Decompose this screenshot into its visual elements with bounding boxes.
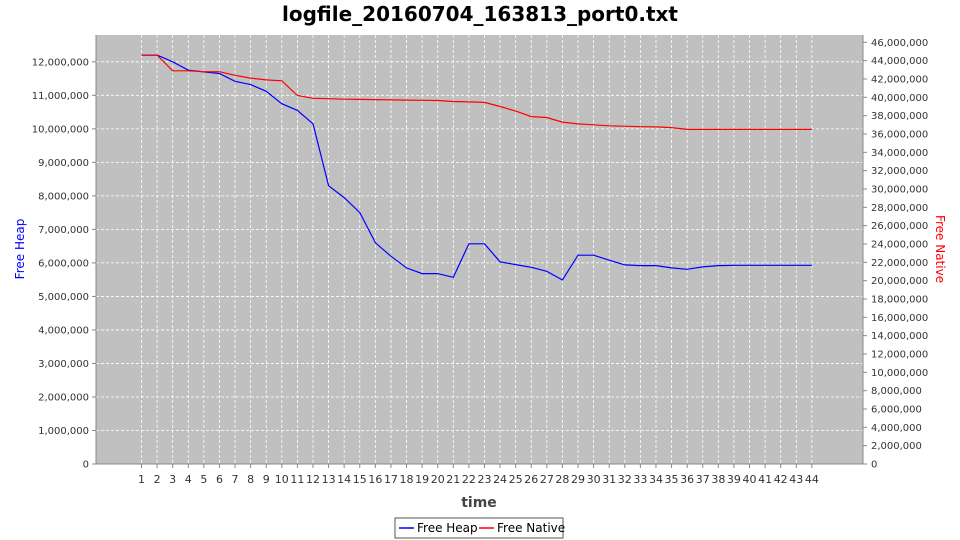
x-tick-label: 1 bbox=[138, 473, 145, 486]
x-axis-label: time bbox=[461, 495, 497, 511]
left-y-tick-label: 0 bbox=[83, 460, 89, 471]
x-tick-label: 41 bbox=[758, 473, 772, 486]
right-y-tick-label: 2,000,000 bbox=[871, 441, 922, 452]
right-y-tick-label: 40,000,000 bbox=[871, 93, 928, 104]
left-y-tick-label: 12,000,000 bbox=[32, 57, 89, 68]
legend: Free Heap Free Native bbox=[394, 517, 565, 539]
left-y-tick-label: 8,000,000 bbox=[38, 191, 89, 202]
x-tick-label: 5 bbox=[200, 473, 207, 486]
x-tick-label: 31 bbox=[602, 473, 616, 486]
x-tick-label: 22 bbox=[462, 473, 476, 486]
x-tick-label: 30 bbox=[587, 473, 601, 486]
right-y-ticks: 0 2,000,000 4,000,000 6,000,000 8,000,000 10,… bbox=[863, 38, 928, 471]
x-tick-label: 24 bbox=[493, 473, 507, 486]
x-tick-label: 36 bbox=[680, 473, 694, 486]
x-tick-label: 15 bbox=[353, 473, 367, 486]
right-y-axis-label: Free Native bbox=[933, 215, 947, 283]
series-line-free-heap bbox=[141, 54, 812, 281]
left-y-tick-label: 3,000,000 bbox=[38, 359, 89, 370]
right-y-tick-label: 18,000,000 bbox=[871, 295, 928, 306]
right-y-tick-label: 16,000,000 bbox=[871, 313, 928, 324]
right-y-tick-label: 8,000,000 bbox=[871, 386, 922, 397]
right-y-tick-label: 46,000,000 bbox=[871, 38, 928, 49]
x-tick-label: 25 bbox=[509, 473, 523, 486]
right-y-tick-label: 42,000,000 bbox=[871, 75, 928, 86]
x-tick-label: 16 bbox=[368, 473, 382, 486]
left-y-tick-label: 2,000,000 bbox=[38, 392, 89, 403]
x-tick-label: 19 bbox=[415, 473, 429, 486]
left-y-ticks: 0 1,000,000 2,000,000 3,000,000 4,000,000 5,0… bbox=[32, 57, 96, 471]
x-tick-label: 3 bbox=[169, 473, 176, 486]
right-y-tick-label: 22,000,000 bbox=[871, 258, 928, 269]
right-y-tick-label: 34,000,000 bbox=[871, 148, 928, 159]
right-y-tick-label: 38,000,000 bbox=[871, 111, 928, 122]
right-y-tick-label: 10,000,000 bbox=[871, 368, 928, 379]
x-tick-label: 10 bbox=[275, 473, 289, 486]
x-tick-label: 9 bbox=[263, 473, 270, 486]
x-tick-label: 38 bbox=[711, 473, 725, 486]
x-tick-label: 7 bbox=[232, 473, 239, 486]
x-tick-label: 37 bbox=[696, 473, 710, 486]
right-y-tick-label: 28,000,000 bbox=[871, 203, 928, 214]
left-y-tick-label: 6,000,000 bbox=[38, 258, 89, 269]
x-tick-label: 33 bbox=[633, 473, 647, 486]
x-tick-label: 43 bbox=[789, 473, 803, 486]
left-y-tick-label: 9,000,000 bbox=[38, 158, 89, 169]
right-y-tick-label: 14,000,000 bbox=[871, 331, 928, 342]
x-tick-label: 42 bbox=[774, 473, 788, 486]
x-tick-label: 44 bbox=[805, 473, 819, 486]
x-tick-label: 2 bbox=[154, 473, 161, 486]
x-tick-label: 29 bbox=[571, 473, 585, 486]
legend-label-heap: Free Heap bbox=[417, 521, 478, 535]
series-lines bbox=[141, 54, 812, 281]
x-tick-label: 12 bbox=[306, 473, 320, 486]
x-tick-label: 23 bbox=[477, 473, 491, 486]
x-tick-label: 27 bbox=[540, 473, 554, 486]
chart-title: logfile_20160704_163813_port0.txt bbox=[282, 2, 678, 26]
right-y-tick-label: 36,000,000 bbox=[871, 130, 928, 141]
left-y-tick-label: 7,000,000 bbox=[38, 225, 89, 236]
x-tick-label: 4 bbox=[185, 473, 192, 486]
right-y-tick-label: 32,000,000 bbox=[871, 166, 928, 177]
right-y-tick-label: 12,000,000 bbox=[871, 350, 928, 361]
x-tick-label: 28 bbox=[555, 473, 569, 486]
x-tick-label: 20 bbox=[431, 473, 445, 486]
x-tick-label: 6 bbox=[216, 473, 223, 486]
x-tick-label: 14 bbox=[337, 473, 351, 486]
series-line-free-native bbox=[141, 54, 812, 130]
right-y-tick-label: 44,000,000 bbox=[871, 56, 928, 67]
right-y-tick-label: 24,000,000 bbox=[871, 240, 928, 251]
x-ticks: 1 2 3 4 5 6 7 8 9 10 11 12 13 14 15 16 17 18 19 20 21 22 23 24 2… bbox=[138, 464, 819, 486]
x-tick-label: 35 bbox=[665, 473, 679, 486]
x-tick-label: 21 bbox=[446, 473, 460, 486]
x-tick-label: 13 bbox=[322, 473, 336, 486]
right-y-tick-label: 30,000,000 bbox=[871, 185, 928, 196]
right-y-tick-label: 26,000,000 bbox=[871, 221, 928, 232]
x-tick-label: 32 bbox=[618, 473, 632, 486]
left-y-tick-label: 1,000,000 bbox=[38, 426, 89, 437]
grid-lines bbox=[96, 35, 863, 464]
left-y-tick-label: 5,000,000 bbox=[38, 292, 89, 303]
x-tick-label: 11 bbox=[290, 473, 304, 486]
right-y-tick-label: 4,000,000 bbox=[871, 423, 922, 434]
plot-area bbox=[96, 35, 863, 464]
x-tick-label: 8 bbox=[247, 473, 254, 486]
x-tick-label: 17 bbox=[384, 473, 398, 486]
left-y-tick-label: 10,000,000 bbox=[32, 124, 89, 135]
x-tick-label: 26 bbox=[524, 473, 538, 486]
right-y-tick-label: 0 bbox=[871, 460, 877, 471]
legend-label-native: Free Native bbox=[497, 521, 565, 535]
right-y-tick-label: 20,000,000 bbox=[871, 276, 928, 287]
left-y-tick-label: 11,000,000 bbox=[32, 91, 89, 102]
left-y-tick-label: 4,000,000 bbox=[38, 325, 89, 336]
left-y-axis-label: Free Heap bbox=[13, 219, 27, 280]
x-tick-label: 18 bbox=[400, 473, 414, 486]
right-y-tick-label: 6,000,000 bbox=[871, 405, 922, 416]
x-tick-label: 34 bbox=[649, 473, 663, 486]
x-tick-label: 39 bbox=[727, 473, 741, 486]
x-tick-label: 40 bbox=[743, 473, 757, 486]
